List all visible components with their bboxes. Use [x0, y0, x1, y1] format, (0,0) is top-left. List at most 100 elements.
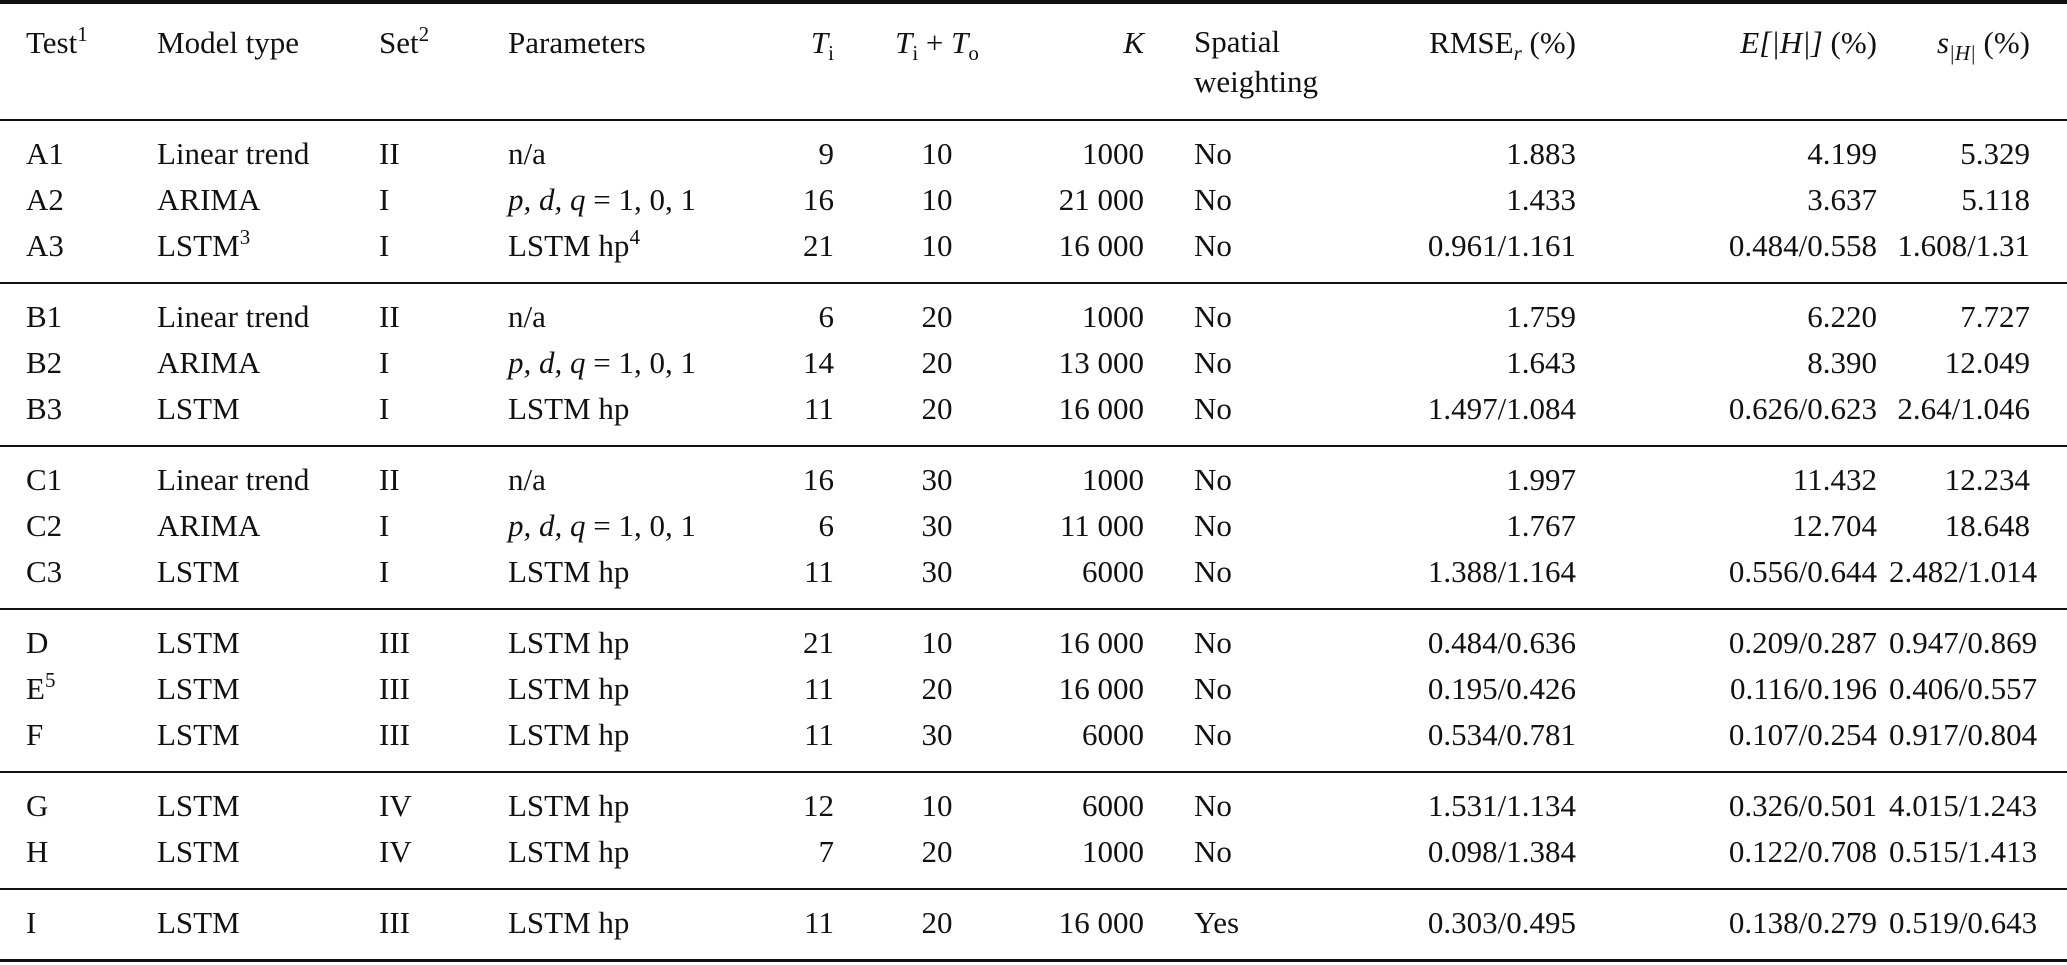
- cell-ti-to: 10: [866, 223, 1008, 283]
- cell-rmse-value: 1.997: [1506, 462, 1576, 497]
- cell-ti: 14: [766, 340, 866, 386]
- row-group: C1 Linear trend II n/a 16 30 1000 No 1.997 11.432…: [0, 446, 2067, 609]
- cell-ti-value: 11: [804, 391, 834, 426]
- math-symbol: T: [895, 25, 913, 60]
- cell-rmse: 1.388/1.164: [1348, 549, 1588, 609]
- math-symbol: T: [951, 25, 969, 60]
- cell-test: A1: [0, 120, 156, 177]
- cell-test: G: [0, 772, 156, 829]
- cell-e-abs-h: 4.199: [1588, 120, 1888, 177]
- cell-rmse-value: 1.767: [1506, 508, 1576, 543]
- cell-s-abs-h-value: 2.64/1.046: [1897, 391, 2030, 426]
- cell-s-abs-h: 0.406/0.557: [1888, 666, 2067, 712]
- col-test-label: Test: [26, 25, 78, 60]
- cell-k: 21 000: [1008, 177, 1158, 223]
- col-rmse-label: RMSE: [1429, 25, 1514, 60]
- unit: (%): [1975, 25, 2030, 60]
- cell-parameters: LSTM hp: [507, 549, 766, 609]
- cell-model-type-value: LSTM: [157, 834, 240, 869]
- cell-k-value: 6000: [1082, 554, 1144, 589]
- cell-k-value: 1000: [1082, 136, 1144, 171]
- cell-s-abs-h: 1.608/1.31: [1888, 223, 2067, 283]
- cell-s-abs-h: 2.482/1.014: [1888, 549, 2067, 609]
- cell-e-abs-h: 0.209/0.287: [1588, 609, 1888, 666]
- cell-model-type-value: ARIMA: [157, 345, 261, 380]
- cell-model-type-value: LSTM: [157, 671, 240, 706]
- cell-spatial-weighting-value: No: [1194, 717, 1232, 752]
- cell-rmse: 1.759: [1348, 283, 1588, 340]
- cell-ti-value: 16: [803, 462, 834, 497]
- cell-e-abs-h: 0.122/0.708: [1588, 829, 1888, 889]
- cell-test-value: B1: [26, 299, 63, 334]
- cell-spatial-weighting-value: No: [1194, 136, 1232, 171]
- cell-spatial-weighting-value: No: [1194, 345, 1232, 380]
- cell-k-value: 11 000: [1059, 508, 1144, 543]
- cell-test-value: C2: [26, 508, 63, 543]
- cell-ti: 11: [766, 889, 866, 961]
- cell-ti-value: 11: [804, 671, 834, 706]
- cell-ti: 21: [766, 609, 866, 666]
- cell-spatial-weighting: No: [1158, 120, 1348, 177]
- row-group: A1 Linear trend II n/a 9 10 1000 No 1.883 4.199 5.…: [0, 120, 2067, 283]
- cell-ti-to: 20: [866, 386, 1008, 446]
- cell-set: I: [378, 386, 507, 446]
- cell-parameters: LSTM hp: [507, 609, 766, 666]
- cell-set: III: [378, 609, 507, 666]
- cell-rmse-value: 0.195/0.426: [1427, 671, 1576, 706]
- cell-k-value: 1000: [1082, 834, 1144, 869]
- plus-sign: +: [918, 25, 952, 60]
- cell-e-abs-h-value: 0.209/0.287: [1728, 625, 1877, 660]
- cell-ti: 9: [766, 120, 866, 177]
- cell-ti-value: 11: [804, 554, 834, 589]
- cell-ti-value: 11: [804, 717, 834, 752]
- col-e-abs-h: E[|H|] (%): [1588, 2, 1888, 120]
- cell-parameters-value: n/a: [508, 136, 546, 171]
- cell-parameters: LSTM hp: [507, 889, 766, 961]
- cell-spatial-weighting: No: [1158, 283, 1348, 340]
- cell-rmse: 0.195/0.426: [1348, 666, 1588, 712]
- cell-e-abs-h: 12.704: [1588, 503, 1888, 549]
- table-row: A1 Linear trend II n/a 9 10 1000 No 1.883 4.199 5.…: [0, 120, 2067, 177]
- cell-spatial-weighting-value: No: [1194, 508, 1232, 543]
- cell-e-abs-h-value: 0.556/0.644: [1728, 554, 1877, 589]
- cell-k: 16 000: [1008, 609, 1158, 666]
- cell-set: II: [378, 283, 507, 340]
- cell-e-abs-h: 0.138/0.279: [1588, 889, 1888, 961]
- cell-ti-to: 30: [866, 446, 1008, 503]
- cell-ti: 11: [766, 386, 866, 446]
- cell-rmse-value: 1.433: [1506, 182, 1576, 217]
- cell-e-abs-h: 3.637: [1588, 177, 1888, 223]
- cell-set: IV: [378, 772, 507, 829]
- cell-set: IV: [378, 829, 507, 889]
- cell-s-abs-h-value: 4.015/1.243: [1889, 788, 2038, 823]
- cell-spatial-weighting: No: [1158, 503, 1348, 549]
- cell-parameters: n/a: [507, 120, 766, 177]
- cell-parameters: p, d, q = 1, 0, 1: [507, 340, 766, 386]
- cell-k-value: 1000: [1082, 299, 1144, 334]
- cell-test: A3: [0, 223, 156, 283]
- cell-s-abs-h-value: 12.049: [1944, 345, 2030, 380]
- cell-test: B3: [0, 386, 156, 446]
- cell-parameters-math: p, d, q: [508, 345, 586, 380]
- cell-e-abs-h-value: 11.432: [1792, 462, 1877, 497]
- table-row: B1 Linear trend II n/a 6 20 1000 No 1.759 6.220 7.…: [0, 283, 2067, 340]
- cell-k: 11 000: [1008, 503, 1158, 549]
- cell-k-value: 16 000: [1058, 228, 1144, 263]
- cell-parameters: p, d, q = 1, 0, 1: [507, 177, 766, 223]
- cell-e-abs-h-value: 12.704: [1791, 508, 1877, 543]
- col-ti-to: Ti + To: [866, 2, 1008, 120]
- cell-spatial-weighting-value: No: [1194, 182, 1232, 217]
- footnote-mark: 5: [44, 668, 56, 692]
- col-s-abs-h: s|H| (%): [1888, 2, 2067, 120]
- cell-e-abs-h-value: 0.626/0.623: [1728, 391, 1877, 426]
- cell-ti-to-value: 10: [921, 228, 953, 263]
- cell-model-type: ARIMA: [156, 503, 378, 549]
- cell-ti-to: 20: [866, 666, 1008, 712]
- cell-k-value: 6000: [1082, 788, 1144, 823]
- cell-model-type: Linear trend: [156, 446, 378, 503]
- cell-model-type-value: LSTM: [157, 788, 240, 823]
- cell-ti-to-value: 10: [921, 788, 953, 823]
- cell-model-type-value: ARIMA: [157, 508, 261, 543]
- cell-set: II: [378, 446, 507, 503]
